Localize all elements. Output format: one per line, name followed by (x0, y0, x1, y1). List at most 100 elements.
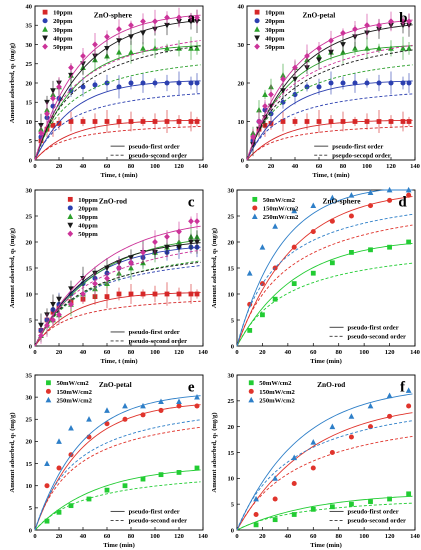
x-tick-label: 80 (128, 163, 135, 170)
data-point (349, 501, 354, 507)
data-point (253, 495, 259, 502)
data-point (152, 80, 158, 86)
panel-letter: b (399, 11, 407, 27)
data-point (387, 413, 393, 419)
data-point (310, 270, 316, 276)
data-point (329, 449, 335, 456)
data-point (164, 233, 170, 240)
x-tick-label: 140 (410, 163, 420, 170)
y-tick-label: 25 (26, 417, 33, 424)
pseudo-second-order-fit (236, 502, 413, 531)
panel-letter: e (188, 380, 195, 396)
data-point (140, 412, 146, 418)
x-axis-title: Time (min) (310, 358, 342, 365)
legend-label: 20ppm (78, 205, 98, 212)
pseudo-second-order-fit (34, 45, 201, 161)
model-legend-label: pseudo-second order (348, 333, 407, 340)
legend-label: 50mW/cm2 (263, 197, 296, 204)
data-point (388, 45, 394, 51)
x-tick-label: 100 (150, 533, 160, 540)
data-point (38, 322, 44, 329)
legend-marker (67, 213, 74, 219)
panel-letter: d (398, 195, 407, 211)
y-axis-title: Amount adsorbed, qₜ (mg/g) (211, 412, 218, 492)
x-tick-label: 80 (335, 349, 342, 356)
data-point (80, 276, 86, 282)
panel-c: 0 20 40 60 80 100 120 140 0 5 10 15 20 25 30 Time, t (m… (9, 187, 208, 365)
x-tick-label: 140 (198, 533, 208, 540)
y-tick-label: 10 (228, 291, 235, 298)
data-point (176, 244, 182, 251)
legend-label: 40ppm (53, 35, 73, 42)
series-250mW/cm2 (236, 387, 413, 531)
data-point (152, 45, 158, 51)
data-point (68, 425, 74, 431)
data-point (56, 438, 62, 444)
data-point (406, 239, 412, 245)
pseudo-second-order-fit (246, 126, 413, 161)
data-point (316, 57, 322, 64)
y-tick-label: 15 (228, 265, 235, 272)
data-point (368, 247, 373, 253)
data-point (92, 119, 98, 124)
x-tick-label: 120 (385, 533, 395, 540)
legend-marker (67, 205, 73, 211)
legend-label: 50mW/cm2 (259, 380, 292, 387)
data-point (329, 423, 336, 430)
y-tick-label: 30 (228, 187, 235, 194)
pseudo-second-order-fit (236, 224, 413, 347)
data-point (194, 403, 200, 409)
y-tick-label: 10 (228, 476, 235, 483)
legend-marker (67, 230, 74, 237)
data-point (406, 192, 412, 198)
data-point (262, 102, 268, 110)
data-point (367, 402, 374, 409)
x-tick-label: 100 (359, 349, 369, 356)
data-point (140, 249, 146, 256)
data-point (364, 80, 370, 86)
x-tick-label: 60 (104, 533, 111, 540)
model-legend: pseudo-first order pseudo-second order (314, 143, 391, 159)
legend-label: 250mW/cm2 (56, 397, 92, 404)
legend-marker (254, 26, 260, 32)
data-point (291, 454, 298, 461)
y-tick-label: 25 (26, 213, 33, 220)
data-point (164, 14, 170, 21)
legend-marker (254, 43, 260, 50)
data-point (328, 37, 334, 44)
data-point (128, 259, 134, 266)
legend-label: 30ppm (53, 27, 73, 34)
y-tick-label: 5 (29, 317, 33, 324)
pseudo-second-order-fit (236, 420, 413, 531)
model-legend: pseudo-first order pseudo-second order (110, 509, 187, 525)
legend-marker (254, 18, 260, 24)
x-tick-label: 100 (362, 163, 372, 170)
x-axis-title: Time, t (min) (100, 172, 137, 179)
y-tick-label: 20 (228, 424, 235, 431)
data-point (50, 302, 56, 308)
y-axis-title: Amount adsorbed, qₜ (mg/g) (9, 412, 16, 492)
series-150mW/cm2 (236, 403, 413, 531)
y-axis-title: Amount adsorbed, qₜ (mg/g) (9, 43, 16, 123)
data-point (316, 45, 322, 52)
data-point (158, 398, 164, 404)
y-tick-label: 15 (228, 450, 235, 457)
data-point (140, 476, 146, 482)
data-point (194, 80, 200, 86)
series-50ppm (34, 7, 201, 161)
data-point (386, 186, 393, 193)
x-tick-label: 40 (285, 533, 292, 540)
data-point (352, 119, 358, 124)
data-point (256, 118, 262, 125)
data-point (376, 119, 382, 124)
data-point (400, 119, 406, 124)
data-point (387, 496, 392, 502)
data-point (406, 491, 412, 497)
data-point (304, 65, 310, 71)
pseudo-first-order-fit (236, 196, 413, 347)
data-point (68, 503, 74, 509)
panel-letter: c (188, 195, 195, 211)
pseudo-first-order-fit (34, 292, 201, 347)
data-point (140, 402, 146, 409)
